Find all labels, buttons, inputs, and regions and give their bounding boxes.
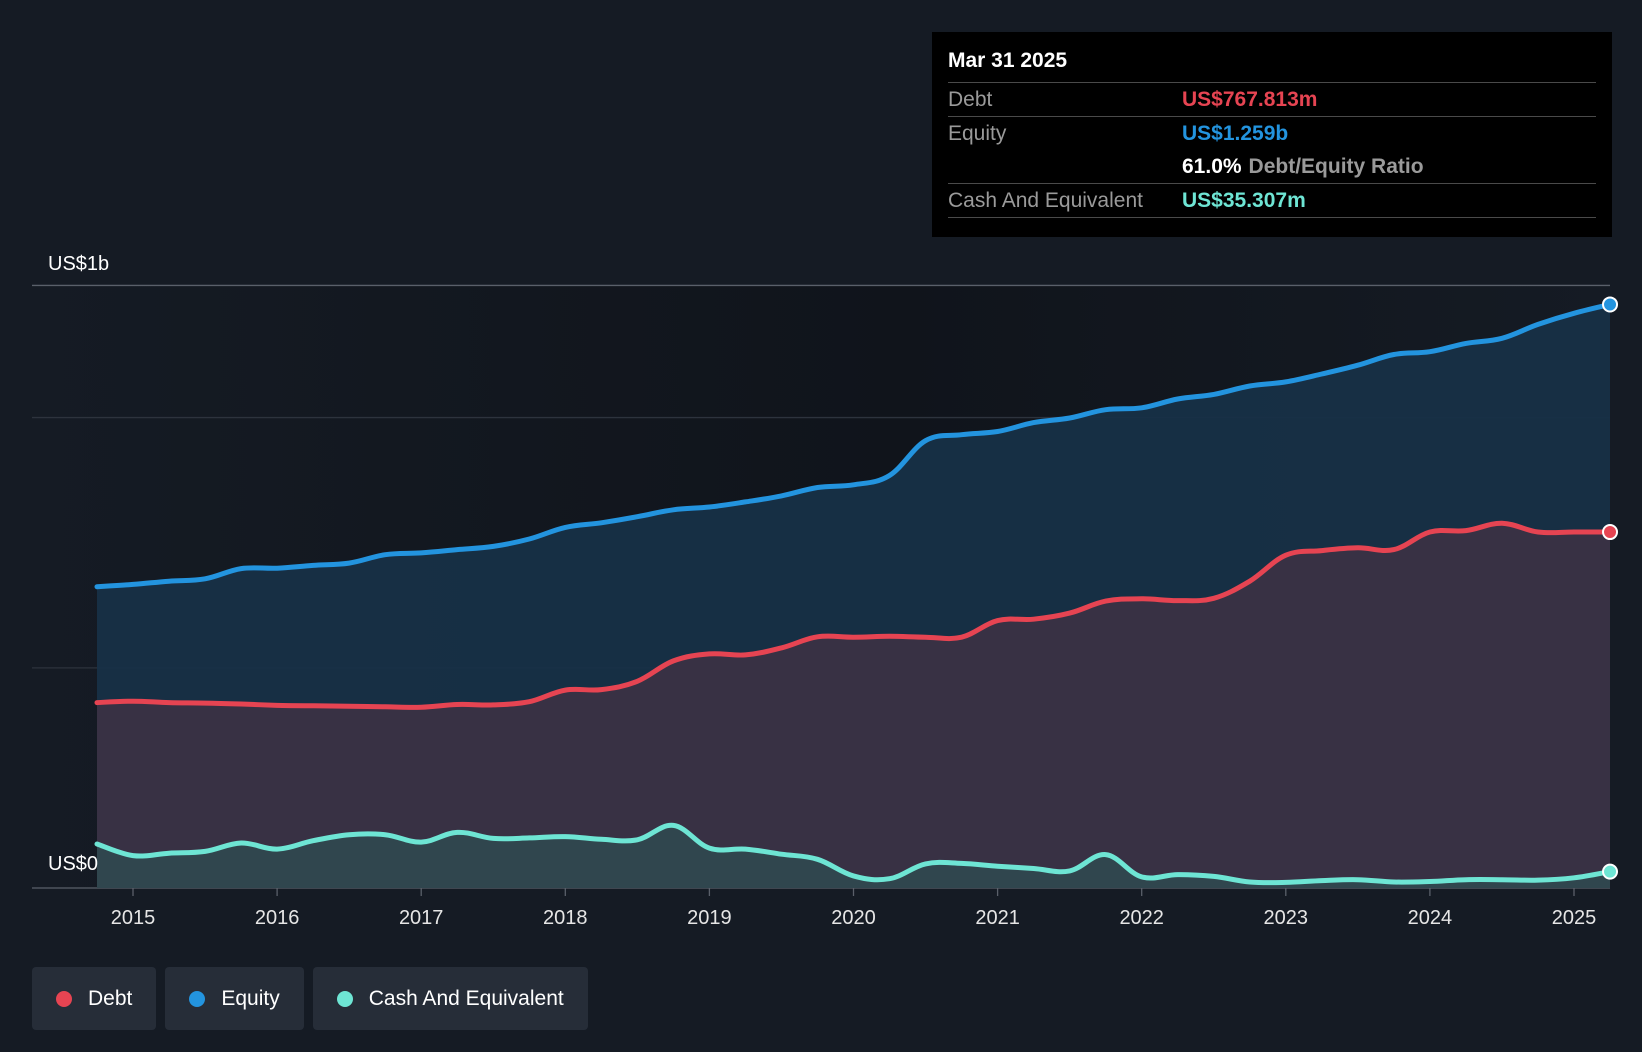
cash-and-equivalent-endpoint[interactable] bbox=[1602, 863, 1619, 880]
debt-line bbox=[94, 520, 1613, 710]
debt-endpoint[interactable] bbox=[1602, 524, 1619, 541]
tooltip-panel: Mar 31 2025 Debt US$767.813m Equity US$1… bbox=[932, 32, 1612, 237]
tooltip-equity-label: Equity bbox=[948, 121, 1007, 145]
x-tick-label: 2016 bbox=[255, 907, 300, 929]
x-axis-ticks: 2015 2016 2017 2018 2019 2020 2021 2022 2023 2024… bbox=[111, 888, 1597, 929]
x-tick-label: 2019 bbox=[687, 907, 732, 929]
legend-label-debt: Debt bbox=[88, 986, 133, 1010]
x-tick-label: 2017 bbox=[399, 907, 444, 929]
debt-area bbox=[97, 523, 1610, 888]
equity-line bbox=[94, 302, 1613, 590]
tooltip-ratio-row: 61.0% Debt/Equity Ratio bbox=[948, 150, 1596, 184]
tooltip-ratio-value: 61.0% bbox=[1182, 154, 1242, 178]
x-tick-label: 2022 bbox=[1119, 907, 1164, 929]
series-areas bbox=[97, 304, 1610, 888]
legend: Debt Equity Cash And Equivalent bbox=[32, 967, 588, 1030]
x-tick-label: 2023 bbox=[1264, 907, 1309, 929]
x-tick-label: 2021 bbox=[975, 907, 1020, 929]
tooltip-equity-row: Equity US$1.259b bbox=[948, 117, 1596, 150]
tooltip-ratio-label: Debt/Equity Ratio bbox=[1248, 154, 1424, 178]
cash-dot-icon bbox=[336, 990, 353, 1007]
series-endpoints bbox=[1602, 296, 1619, 880]
y-axis-top-label: US$1b bbox=[48, 253, 109, 275]
x-tick-label: 2015 bbox=[111, 907, 156, 929]
tooltip-cash-label: Cash And Equivalent bbox=[948, 188, 1143, 212]
x-tick-label: 2018 bbox=[543, 907, 588, 929]
legend-item-debt[interactable]: Debt bbox=[32, 967, 157, 1030]
legend-label-equity: Equity bbox=[221, 986, 280, 1010]
tooltip-debt-label: Debt bbox=[948, 87, 993, 111]
cash-and-equivalent-line bbox=[94, 822, 1613, 886]
tooltip-cash-value: US$35.307m bbox=[1182, 188, 1306, 212]
x-tick-label: 2025 bbox=[1552, 907, 1597, 929]
tooltip-debt-row: Debt US$767.813m bbox=[948, 83, 1596, 117]
tooltip-date: Mar 31 2025 bbox=[948, 46, 1596, 83]
x-tick-label: 2020 bbox=[831, 907, 876, 929]
debt-equity-chart: 2015 2016 2017 2018 2019 2020 2021 2022 2023 2024… bbox=[32, 253, 1619, 929]
legend-item-equity[interactable]: Equity bbox=[165, 967, 304, 1030]
tooltip-debt-value: US$767.813m bbox=[1182, 87, 1318, 111]
legend-label-cash: Cash And Equivalent bbox=[368, 986, 564, 1010]
y-axis-bottom-label: US$0 bbox=[48, 853, 98, 875]
cash-and-equivalent-area bbox=[97, 825, 1610, 888]
x-tick-label: 2024 bbox=[1408, 907, 1453, 929]
legend-item-cash[interactable]: Cash And Equivalent bbox=[312, 967, 588, 1030]
debt-dot-icon bbox=[56, 990, 72, 1007]
series-lines bbox=[94, 302, 1613, 886]
equity-endpoint[interactable] bbox=[1602, 296, 1619, 313]
tooltip-cash-row: Cash And Equivalent US$35.307m bbox=[948, 184, 1596, 218]
equity-dot-icon bbox=[189, 990, 206, 1007]
tooltip-equity-value: US$1.259b bbox=[1182, 121, 1289, 145]
